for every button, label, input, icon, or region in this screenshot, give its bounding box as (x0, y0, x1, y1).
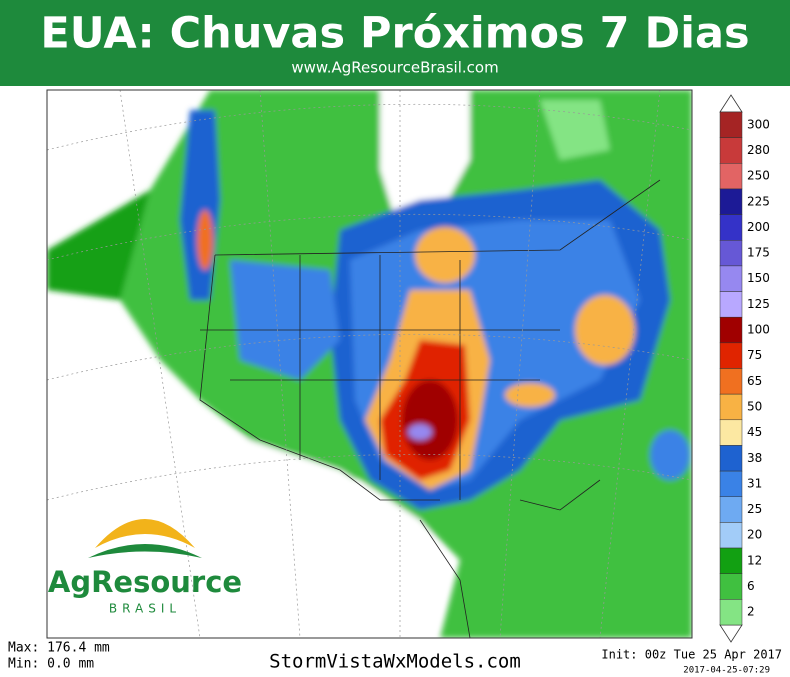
legend-swatch (719, 265, 743, 292)
legend-swatch (719, 470, 743, 498)
graticule (47, 90, 692, 638)
legend-label: 250 (747, 169, 770, 183)
legend-label: 175 (747, 246, 770, 260)
logo-name: AgResource (48, 565, 242, 599)
legend-label: 200 (747, 220, 770, 234)
legend-swatch (719, 137, 743, 164)
legend-label: 225 (747, 194, 770, 208)
legend-label: 300 (747, 117, 770, 131)
legend-swatch (719, 163, 743, 190)
legend-label: 100 (747, 323, 770, 337)
legend-swatch (719, 291, 743, 318)
legend-label: 6 (747, 579, 755, 593)
legend-label: 2 (747, 605, 755, 619)
legend-label: 50 (747, 399, 762, 413)
legend-swatch (719, 188, 743, 215)
legend-label: 12 (747, 553, 762, 567)
legend-swatch (719, 573, 743, 600)
legend-label: 20 (747, 528, 762, 542)
legend-label: 65 (747, 374, 762, 388)
legend-swatch (719, 316, 743, 344)
legend-label: 31 (747, 476, 762, 490)
legend-label: 45 (747, 425, 762, 439)
init-time: Init: 00z Tue 25 Apr 2017 (601, 648, 782, 662)
legend-label: 75 (747, 348, 762, 362)
legend-swatch (719, 522, 743, 549)
legend-swatch (719, 368, 743, 395)
legend-swatch (719, 599, 743, 626)
legend-swatch (719, 240, 743, 267)
subtitle: www.AgResourceBrasil.com (291, 59, 498, 77)
logo-tagline: BRASIL (109, 602, 181, 616)
legend-label: 150 (747, 271, 770, 285)
max-value: Max: 176.4 mm (8, 641, 110, 656)
legend-swatch (719, 445, 743, 472)
legend-swatch (719, 547, 743, 574)
legend-swatch (719, 496, 743, 523)
legend-swatch (719, 393, 743, 421)
legend-label: 125 (747, 297, 770, 311)
header-band (0, 0, 790, 86)
legend-swatch (719, 342, 743, 369)
legend-swatch (719, 111, 743, 138)
timestamp: 2017-04-25-07:29 (683, 666, 770, 676)
min-value: Min: 0.0 mm (8, 657, 94, 672)
legend-label: 280 (747, 143, 770, 157)
logo: AgResource BRASIL (48, 519, 242, 616)
legend-label: 38 (747, 451, 762, 465)
title: EUA: Chuvas Próximos 7 Dias (40, 9, 749, 59)
map-frame (46, 89, 693, 639)
source: StormVistaWxModels.com (269, 651, 521, 673)
legend-swatch (719, 419, 743, 446)
color-legend: 3002802502252001751501251007565504538312… (719, 94, 770, 643)
borders (199, 179, 661, 638)
map (47, 90, 692, 638)
legend-label: 25 (747, 502, 762, 516)
legend-swatch (719, 214, 743, 241)
